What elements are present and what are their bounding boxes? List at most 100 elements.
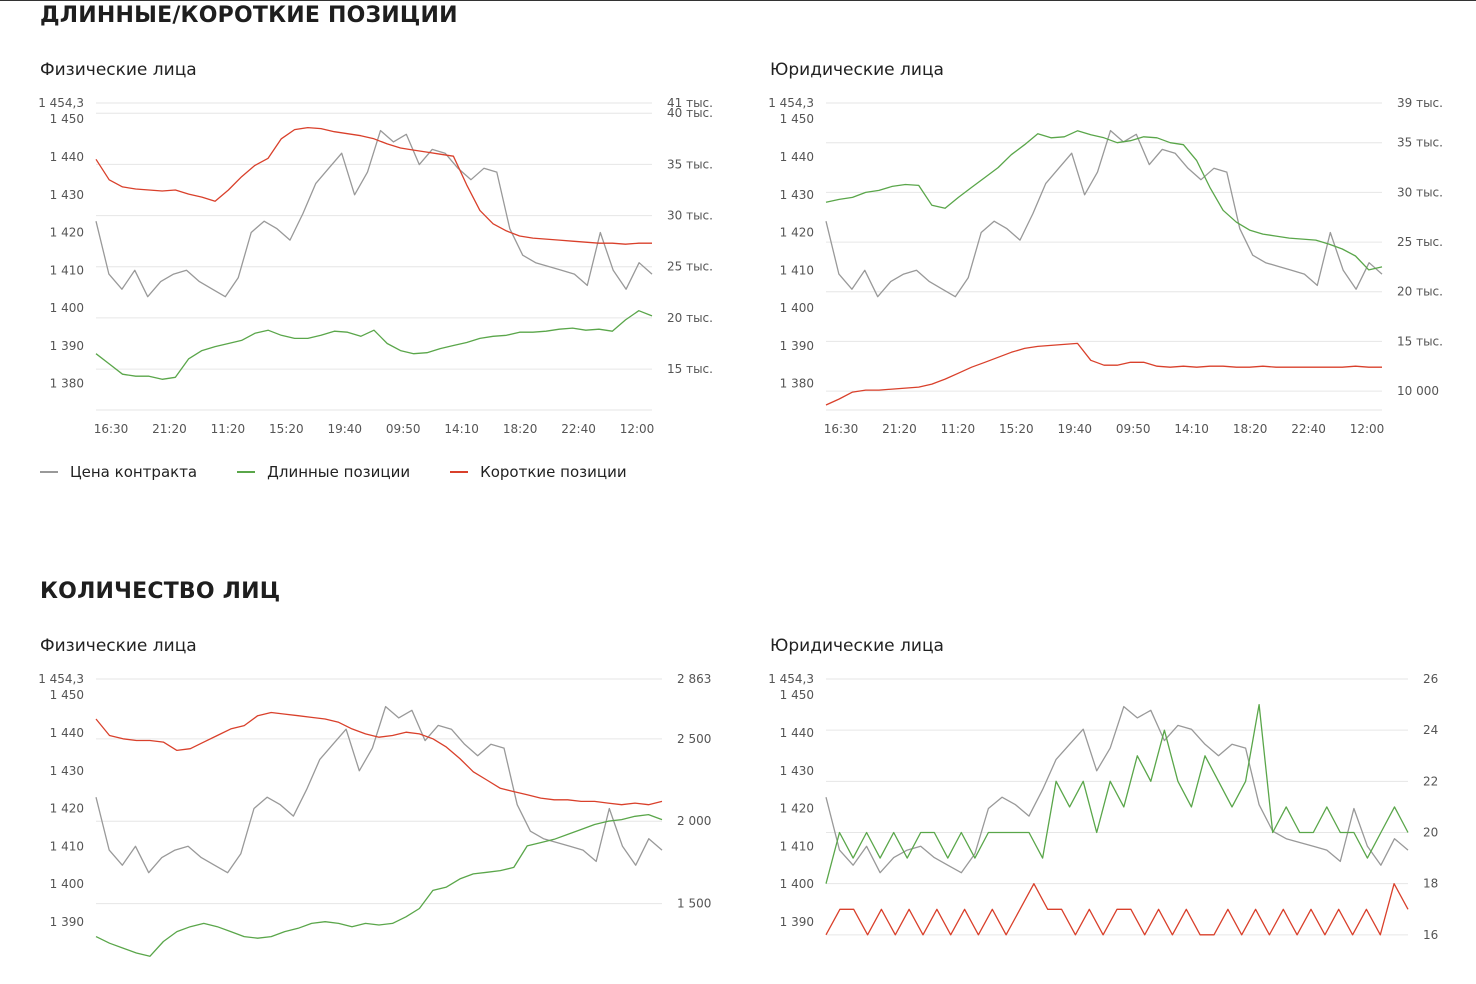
chart-title: Юридические лица <box>770 636 944 656</box>
legend-swatch-short <box>450 471 469 473</box>
x-axis-tick-label: 18:20 <box>1233 422 1268 436</box>
left-axis-tick-label: 1 450 <box>50 688 84 702</box>
price-line <box>825 129 1383 298</box>
left-axis: 1 454,3 1 450 1 440 1 430 1 420 1 410 1 400 1 3… <box>768 672 814 929</box>
x-axis-tick-label: 22:40 <box>561 422 596 436</box>
right-axis-tick-label: 22 <box>1423 774 1438 788</box>
chart-title: Юридические лица <box>770 60 944 80</box>
legend-item-long[interactable]: Длинные позиции <box>237 463 410 481</box>
chart-legend: Цена контракта Длинные позиции Короткие … <box>40 463 627 481</box>
left-axis-tick-label: 1 450 <box>780 112 814 126</box>
left-axis-tick-label: 1 420 <box>50 226 84 240</box>
x-axis-tick-label: 16:30 <box>824 422 859 436</box>
chart-title: Физические лица <box>40 60 197 80</box>
left-axis-tick-label: 1 454,3 <box>768 672 814 686</box>
right-axis-tick-label: 16 <box>1423 928 1438 942</box>
price-line <box>95 705 663 874</box>
x-axis-tick-label: 21:20 <box>882 422 917 436</box>
chart-legal-entities-participants: Юридические лица 1 454,3 1 450 1 440 1 430 1… <box>768 636 1470 956</box>
x-axis-tick-label: 16:30 <box>94 422 129 436</box>
right-axis-tick-label: 15 тыс. <box>1397 334 1443 348</box>
long-positions-line <box>95 813 663 957</box>
grid-lines <box>96 102 652 411</box>
x-axis-tick-label: 15:20 <box>999 422 1034 436</box>
left-axis-tick-label: 1 450 <box>50 112 84 126</box>
grid-lines <box>96 678 662 905</box>
right-axis-tick-label: 24 <box>1423 723 1438 737</box>
top-border <box>0 0 1476 1</box>
right-axis-tick-label: 25 тыс. <box>667 260 713 274</box>
right-axis-tick-label: 30 тыс. <box>667 209 713 223</box>
left-axis-tick-label: 1 430 <box>780 764 814 778</box>
left-axis-tick-label: 1 420 <box>50 802 84 816</box>
legend-label: Длинные позиции <box>267 463 411 481</box>
x-axis-tick-label: 09:50 <box>1116 422 1151 436</box>
left-axis-tick-label: 1 410 <box>780 839 814 853</box>
section-title-positions: ДЛИННЫЕ/КОРОТКИЕ ПОЗИЦИИ <box>40 3 458 28</box>
x-axis-tick-label: 22:40 <box>1291 422 1326 436</box>
left-axis-tick-label: 1 410 <box>780 263 814 277</box>
right-axis-tick-label: 20 тыс. <box>667 311 713 325</box>
x-axis-tick-label: 19:40 <box>1057 422 1092 436</box>
right-axis: 41 тыс.40 тыс. 35 тыс. 30 тыс. 25 тыс. 20 ты… <box>667 96 713 376</box>
left-axis-tick-label: 1 400 <box>50 301 84 315</box>
right-axis-tick-label: 20 <box>1423 826 1438 840</box>
right-axis-tick-label: 30 тыс. <box>1397 185 1443 199</box>
legend-swatch-price <box>40 471 58 473</box>
left-axis-tick-label: 1 410 <box>50 839 84 853</box>
right-axis-tick-label: 18 <box>1423 877 1438 891</box>
x-axis-tick-label: 12:00 <box>620 422 655 436</box>
x-axis-tick-label: 12:00 <box>1350 422 1385 436</box>
left-axis: 1 454,3 1 450 1 440 1 430 1 420 1 410 1 400 1 3… <box>38 96 84 391</box>
left-axis-tick-label: 1 420 <box>780 802 814 816</box>
left-axis-tick-label: 1 420 <box>780 226 814 240</box>
left-axis-tick-label: 1 400 <box>780 877 814 891</box>
right-axis-tick-label: 2 000 <box>677 814 711 828</box>
grid-lines <box>826 678 1408 936</box>
x-axis: 16:30 21:20 11:20 15:20 19:40 09:50 14:10 18:20… <box>94 422 655 436</box>
chart-svg: 1 454,3 1 450 1 440 1 430 1 420 1 410 1 400 1 3… <box>768 672 1438 942</box>
right-axis: 2 863 2 500 2 000 1 500 <box>677 672 711 911</box>
right-axis-tick-label: 1 500 <box>677 897 711 911</box>
right-axis-tick-label: 39 тыс. <box>1397 96 1443 110</box>
chart-title: Физические лица <box>40 636 197 656</box>
x-axis-tick-label: 15:20 <box>269 422 304 436</box>
left-axis-tick-label: 1 430 <box>50 188 84 202</box>
right-axis-tick-label: 26 <box>1423 672 1438 686</box>
left-axis-tick-label: 1 400 <box>780 301 814 315</box>
right-axis-tick-label: 35 тыс. <box>1397 136 1443 150</box>
short-positions-line <box>95 711 663 806</box>
left-axis: 1 454,3 1 450 1 440 1 430 1 420 1 410 1 400 1 3… <box>38 672 84 929</box>
right-axis-tick-label: 35 тыс. <box>667 157 713 171</box>
short-positions-line <box>825 342 1382 406</box>
left-axis-tick-label: 1 390 <box>50 915 84 929</box>
x-axis-tick-label: 21:20 <box>152 422 187 436</box>
section-title-participants: КОЛИЧЕСТВО ЛИЦ <box>40 579 281 604</box>
x-axis-tick-label: 11:20 <box>211 422 246 436</box>
legend-item-short[interactable]: Короткие позиции <box>450 463 627 481</box>
chart-individuals-positions: Физические лица 1 454,3 1 450 1 440 1 430 1 … <box>38 60 740 450</box>
x-axis-tick-label: 09:50 <box>386 422 421 436</box>
left-axis-tick-label: 1 390 <box>50 339 84 353</box>
chart-svg: 1 454,3 1 450 1 440 1 430 1 420 1 410 1 400 1 3… <box>38 96 713 436</box>
left-axis-tick-label: 1 390 <box>780 339 814 353</box>
left-axis-tick-label: 1 450 <box>780 688 814 702</box>
right-axis: 26 24 22 20 18 16 <box>1423 672 1438 942</box>
x-axis-tick-label: 18:20 <box>503 422 538 436</box>
chart-svg: 1 454,3 1 450 1 440 1 430 1 420 1 410 1 400 1 3… <box>768 96 1443 436</box>
grid-lines <box>826 102 1382 411</box>
right-axis-tick-label: 41 тыс. <box>667 96 713 110</box>
long-positions-line <box>825 703 1409 884</box>
left-axis-tick-label: 1 454,3 <box>38 96 84 110</box>
left-axis-tick-label: 1 440 <box>780 726 814 740</box>
legend-label: Цена контракта <box>70 463 198 481</box>
left-axis-tick-label: 1 454,3 <box>38 672 84 686</box>
left-axis-tick-label: 1 380 <box>780 377 814 391</box>
x-axis-tick-label: 11:20 <box>941 422 976 436</box>
chart-svg: 1 454,3 1 450 1 440 1 430 1 420 1 410 1 400 1 3… <box>38 672 711 957</box>
x-axis: 16:30 21:20 11:20 15:20 19:40 09:50 14:10 18:20… <box>824 422 1385 436</box>
legend-item-price[interactable]: Цена контракта <box>40 463 197 481</box>
right-axis-tick-label: 25 тыс. <box>1397 235 1443 249</box>
chart-individuals-participants: Физические лица 1 454,3 1 450 1 440 1 430 1 … <box>38 636 740 957</box>
left-axis-tick-label: 1 440 <box>50 726 84 740</box>
